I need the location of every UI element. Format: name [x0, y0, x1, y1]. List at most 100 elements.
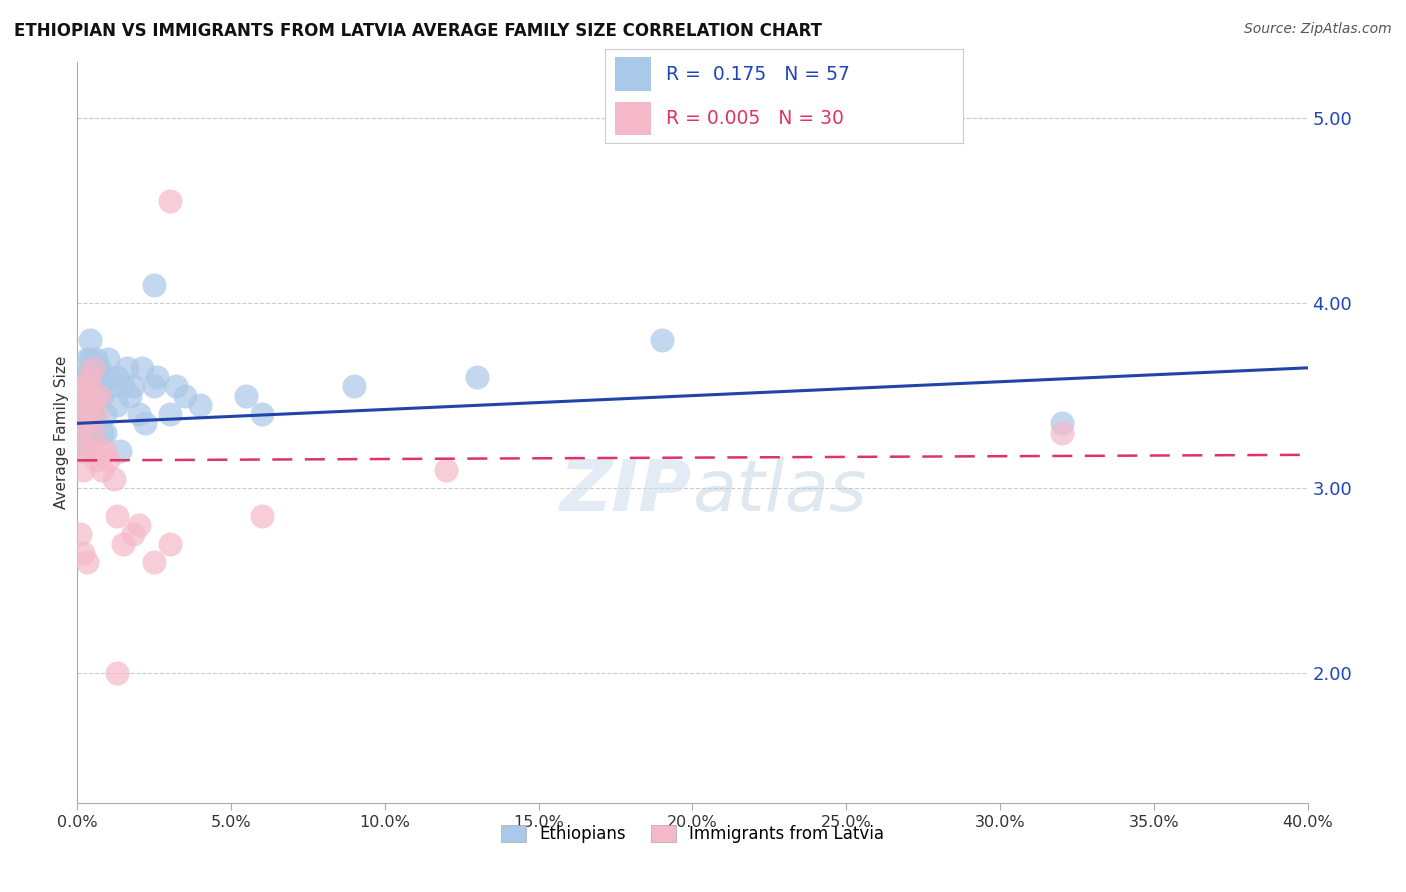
Point [103, 472, 125, 486]
Point [436, 462, 458, 476]
Text: R =  0.175   N = 57: R = 0.175 N = 57 [665, 65, 849, 84]
Point [128, 518, 150, 533]
Point [87, 379, 110, 393]
Point [94, 407, 117, 421]
Legend: Ethiopians, Immigrants from Latvia: Ethiopians, Immigrants from Latvia [494, 819, 891, 850]
Point [82, 360, 104, 375]
Point [84, 351, 107, 366]
Text: ETHIOPIAN VS IMMIGRANTS FROM LATVIA AVERAGE FAMILY SIZE CORRELATION CHART: ETHIOPIAN VS IMMIGRANTS FROM LATVIA AVER… [14, 22, 823, 40]
Point [72, 417, 94, 431]
Point [72, 398, 94, 412]
Point [97, 351, 120, 366]
Point [128, 407, 150, 421]
Point [76, 379, 98, 393]
Point [146, 370, 169, 384]
Point [97, 370, 120, 384]
Bar [616, 57, 651, 91]
Point [121, 379, 143, 393]
Point [72, 444, 94, 458]
Point [76, 555, 98, 569]
Point [84, 407, 107, 421]
Point [651, 333, 673, 347]
Point [79, 425, 101, 440]
Point [97, 453, 120, 467]
Point [79, 370, 101, 384]
Point [143, 379, 166, 393]
Point [76, 351, 98, 366]
Point [82, 360, 104, 375]
Point [72, 462, 94, 476]
Point [159, 194, 181, 209]
Point [84, 453, 107, 467]
Point [87, 444, 110, 458]
Point [188, 398, 212, 412]
Point [1050, 425, 1073, 440]
Point [1050, 417, 1073, 431]
Point [235, 389, 257, 403]
Point [174, 389, 197, 403]
Point [82, 370, 104, 384]
Text: R = 0.005   N = 30: R = 0.005 N = 30 [665, 109, 844, 128]
Point [72, 370, 94, 384]
Point [76, 389, 98, 403]
Point [82, 389, 104, 403]
Point [90, 425, 114, 440]
Point [465, 370, 488, 384]
Point [94, 444, 117, 458]
Point [118, 389, 141, 403]
Point [84, 360, 107, 375]
Point [105, 666, 128, 681]
Point [79, 389, 101, 403]
Point [105, 398, 128, 412]
Y-axis label: Average Family Size: Average Family Size [53, 356, 69, 509]
Point [76, 370, 98, 384]
Point [250, 407, 273, 421]
Point [131, 360, 153, 375]
Point [90, 462, 114, 476]
Point [121, 527, 143, 541]
Point [105, 370, 128, 384]
Point [105, 508, 128, 523]
Point [72, 379, 94, 393]
Point [72, 417, 94, 431]
Point [112, 379, 135, 393]
Point [94, 425, 117, 440]
Point [87, 389, 110, 403]
Point [159, 536, 181, 550]
Point [69, 425, 91, 440]
Point [112, 536, 135, 550]
Point [143, 555, 166, 569]
Point [82, 425, 104, 440]
Point [72, 379, 94, 393]
Point [82, 389, 104, 403]
Point [69, 389, 91, 403]
Text: ZIP: ZIP [560, 458, 693, 526]
Point [90, 389, 114, 403]
Point [79, 333, 101, 347]
Point [72, 546, 94, 560]
Point [69, 407, 91, 421]
Point [76, 407, 98, 421]
Bar [616, 102, 651, 136]
Point [143, 277, 166, 292]
Point [76, 444, 98, 458]
Point [110, 444, 132, 458]
Point [159, 407, 181, 421]
Point [343, 379, 366, 393]
Point [76, 434, 98, 449]
Point [69, 389, 91, 403]
Point [100, 379, 122, 393]
Point [79, 351, 101, 366]
Point [250, 508, 273, 523]
Point [69, 425, 91, 440]
Point [79, 398, 101, 412]
Point [134, 417, 156, 431]
Point [76, 407, 98, 421]
Point [87, 360, 110, 375]
Point [79, 370, 101, 384]
Point [115, 360, 138, 375]
Point [165, 379, 187, 393]
Point [79, 444, 101, 458]
Text: Source: ZipAtlas.com: Source: ZipAtlas.com [1244, 22, 1392, 37]
Point [69, 527, 91, 541]
